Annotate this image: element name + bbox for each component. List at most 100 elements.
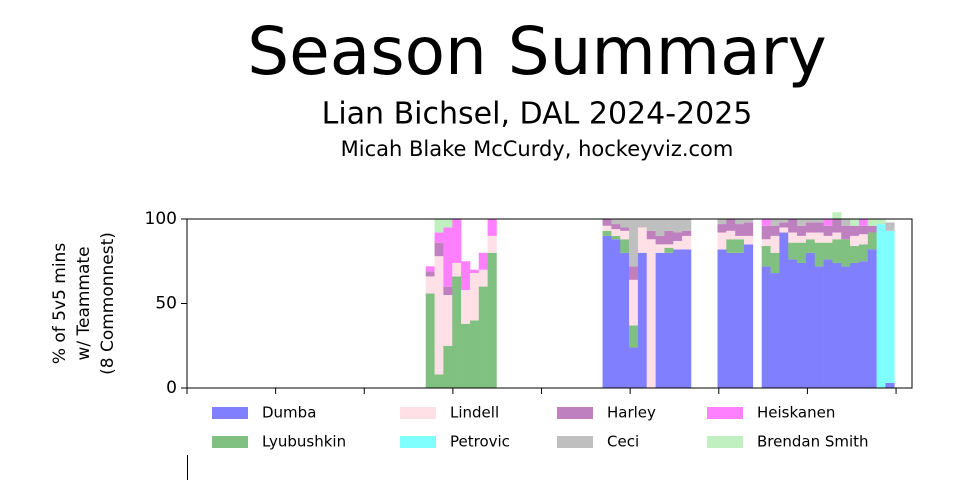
bar-segment (461, 261, 471, 290)
bar-segment (726, 219, 736, 231)
bar-segment (620, 227, 630, 231)
bar-segment (461, 289, 471, 324)
bar-segment (876, 224, 886, 388)
bar-segment (858, 225, 869, 235)
y-axis-label-line: % of 5v5 mins (50, 243, 70, 365)
bar-segment (832, 262, 842, 388)
bar-segment (469, 320, 480, 388)
bar-segment (841, 219, 851, 226)
bar-segment (620, 239, 630, 253)
bar-segment (761, 225, 771, 240)
bar-segment (434, 374, 444, 388)
legend-label: Dumba (262, 404, 316, 422)
bar-segment (434, 232, 444, 243)
bar-segment (452, 219, 462, 263)
y-axis-label-line: (8 Commonnest) (98, 232, 118, 375)
bar-segment (735, 219, 745, 225)
bar-segment (832, 212, 842, 219)
bar-segment (425, 276, 435, 294)
bar-segment (761, 239, 771, 247)
bar-segment (443, 345, 453, 388)
bar-segment (611, 229, 621, 236)
legend-swatch (400, 407, 436, 419)
bar-segment (452, 262, 462, 277)
bar-segment (452, 276, 462, 388)
bar-segment (717, 249, 727, 388)
legend-label: Lindell (450, 404, 499, 422)
bar-segment (629, 347, 639, 388)
bar-segment (434, 242, 444, 257)
bar-segment (770, 219, 780, 226)
bar-segment (841, 266, 851, 388)
bar-segment (620, 252, 630, 388)
bar-segment (602, 219, 612, 226)
bar-segment (797, 225, 807, 236)
bar-segment (425, 293, 435, 388)
chart-title: Season Summary (247, 13, 826, 90)
bar-segment (744, 235, 754, 245)
legend: Dumba Lyubushkin Lindell Petrovic Harley Ceci… (212, 404, 869, 451)
bar-segment (814, 222, 824, 233)
bar-segment (655, 252, 665, 388)
bar-segment (779, 222, 789, 228)
bar-segment (850, 246, 860, 263)
bar-segment (655, 244, 665, 253)
bar-segment (443, 219, 453, 228)
bar-segment (850, 225, 860, 236)
bar-segment (469, 269, 480, 274)
bar-segment (770, 225, 780, 236)
y-tick-label: 100 (145, 209, 177, 229)
bar-segment (682, 230, 692, 236)
bar-segment (850, 219, 860, 226)
bar-segment (876, 219, 886, 225)
bar-segment (805, 219, 816, 223)
bar-segment (443, 286, 453, 296)
bar-segment (832, 219, 842, 233)
bar-segment (726, 230, 736, 240)
bar-segment (850, 262, 860, 388)
bar-segment (478, 269, 488, 287)
bar-segment (814, 266, 824, 388)
bar-segment (682, 235, 692, 250)
bar-segment (655, 235, 665, 245)
bar-segment (629, 325, 639, 348)
bar-segment (735, 239, 745, 253)
bar-segment (823, 219, 833, 226)
bar-segment (744, 244, 754, 388)
bar-segment (637, 227, 648, 253)
bar-segment (770, 235, 780, 253)
bar-segment (434, 256, 444, 375)
bar-segment (655, 219, 665, 236)
bar-segment (832, 239, 842, 263)
bar-segment (867, 232, 877, 250)
bar-segment (797, 219, 807, 226)
bar-segment (867, 219, 877, 226)
bar-segment (673, 219, 683, 233)
bar-segment (478, 286, 488, 388)
bar-segment (797, 235, 807, 243)
legend-swatch (212, 407, 248, 419)
bar-segment (805, 239, 816, 253)
bar-segment (761, 266, 771, 388)
bar-segment (867, 249, 877, 388)
bar-segment (726, 252, 736, 388)
bar-segment (629, 219, 639, 267)
bar-segment (487, 252, 497, 388)
bar-segment (814, 242, 824, 267)
legend-label: Petrovic (450, 433, 510, 451)
bar-segment (664, 219, 674, 231)
bar-segment (478, 252, 488, 270)
bar-segment (735, 252, 745, 388)
y-axis-label-line: w/ Teammate (74, 246, 94, 360)
bar-segment (744, 222, 754, 236)
bar-segment (735, 235, 745, 240)
bar-segment (602, 230, 612, 236)
bar-segment (434, 219, 444, 233)
chart-subtitle: Lian Bichsel, DAL 2024-2025 (322, 97, 753, 132)
bar-segment (602, 235, 612, 388)
legend-label: Lyubushkin (262, 433, 346, 451)
bar-segment (744, 219, 754, 223)
bar-segment (779, 227, 789, 233)
y-tick-label: 0 (166, 378, 177, 398)
